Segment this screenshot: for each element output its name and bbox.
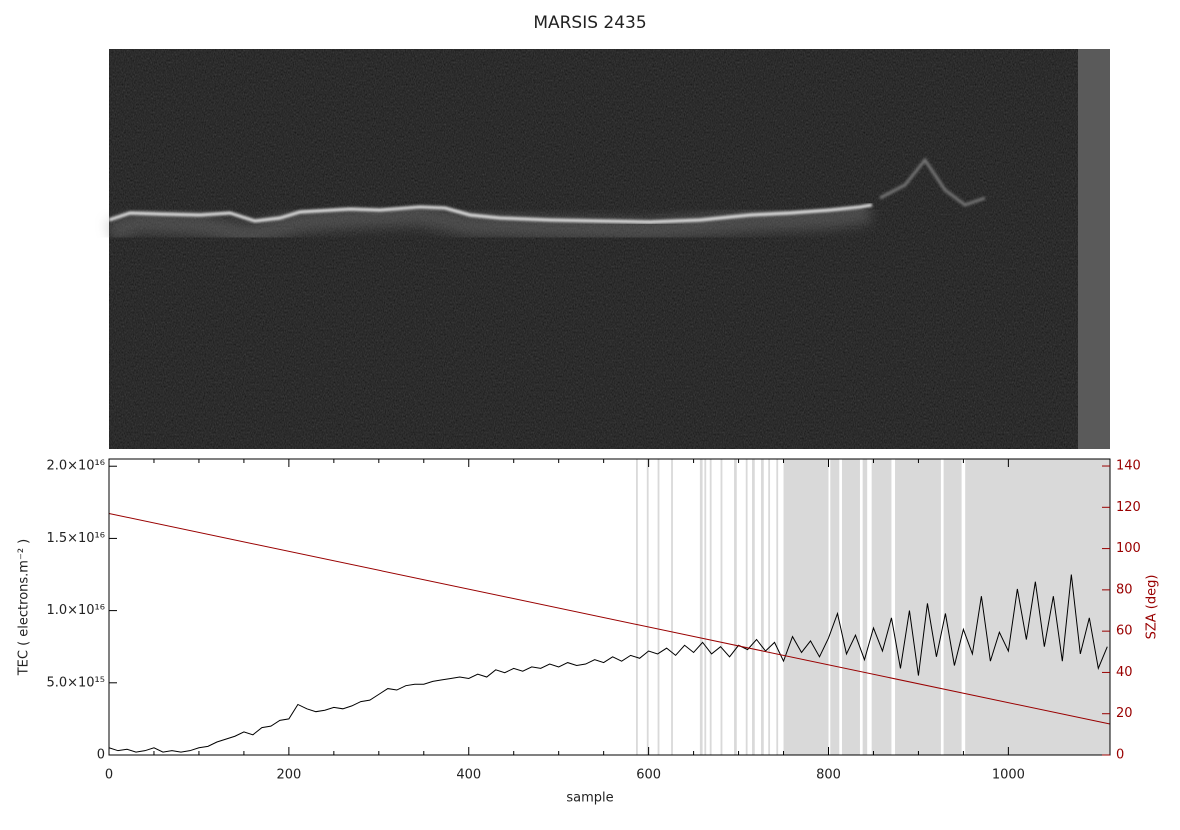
y2-tick-label: 40 xyxy=(1116,665,1133,680)
x-tick-label: 0 xyxy=(105,768,113,783)
radargram-edge xyxy=(1078,49,1110,449)
y2-tick-label: 120 xyxy=(1116,500,1141,515)
y2-tick-label: 140 xyxy=(1116,459,1141,474)
shaded-range xyxy=(965,459,1110,755)
tec-line xyxy=(108,574,1108,753)
shaded-range xyxy=(830,459,840,755)
y-tick-label: 1.5×10¹⁶ xyxy=(46,531,105,546)
y2-tick-label: 20 xyxy=(1116,706,1133,721)
sza-line xyxy=(108,513,1111,725)
shaded-range xyxy=(734,459,737,755)
shaded-range xyxy=(657,459,660,755)
y-tick-label: 0 xyxy=(97,748,105,763)
plot-area xyxy=(108,459,1111,755)
shaded-range xyxy=(841,459,860,755)
x-tick-label: 400 xyxy=(456,768,481,783)
shaded-range xyxy=(862,459,868,755)
shaded-range xyxy=(704,459,707,755)
shaded-range xyxy=(646,459,649,755)
shaded-range xyxy=(895,459,941,755)
y-tick-label: 2.0×10¹⁶ xyxy=(46,459,105,474)
shaded-range xyxy=(871,459,892,755)
y-tick-label: 5.0×10¹⁵ xyxy=(46,675,105,690)
shaded-range xyxy=(943,459,962,755)
shaded-range xyxy=(699,459,703,755)
y2-tick-label: 0 xyxy=(1116,748,1124,763)
shaded-range xyxy=(761,459,764,755)
shaded-range xyxy=(783,459,829,755)
y-tick-label: 1.0×10¹⁶ xyxy=(46,603,105,618)
y-axis-label: TEC ( electrons.m⁻² ) xyxy=(17,539,32,677)
shaded-range xyxy=(745,459,748,755)
y2-tick-label: 80 xyxy=(1116,582,1133,597)
y2-axis-label: SZA (deg) xyxy=(1145,575,1160,640)
shaded-range xyxy=(636,459,638,755)
shaded-range xyxy=(671,459,673,755)
x-tick-label: 800 xyxy=(816,768,841,783)
chart-title: MARSIS 2435 xyxy=(533,13,646,33)
shaded-range xyxy=(720,459,723,755)
radargram-noise xyxy=(109,49,1110,449)
y2-tick-label: 100 xyxy=(1116,541,1141,556)
shaded-range xyxy=(709,459,712,755)
plot-frame xyxy=(108,458,1111,756)
shaded-range xyxy=(768,459,771,755)
shaded-range xyxy=(752,459,755,755)
shaded-range xyxy=(776,459,779,755)
x-axis-label: sample xyxy=(566,791,613,806)
y2-tick-label: 60 xyxy=(1116,624,1133,639)
radargram-echo xyxy=(108,203,873,224)
radargram-haze xyxy=(105,201,872,247)
x-tick-label: 200 xyxy=(276,768,301,783)
x-tick-label: 600 xyxy=(636,768,661,783)
radargram xyxy=(105,49,1110,449)
x-tick-label: 1000 xyxy=(992,768,1025,783)
radargram-echo-faint xyxy=(879,157,986,207)
